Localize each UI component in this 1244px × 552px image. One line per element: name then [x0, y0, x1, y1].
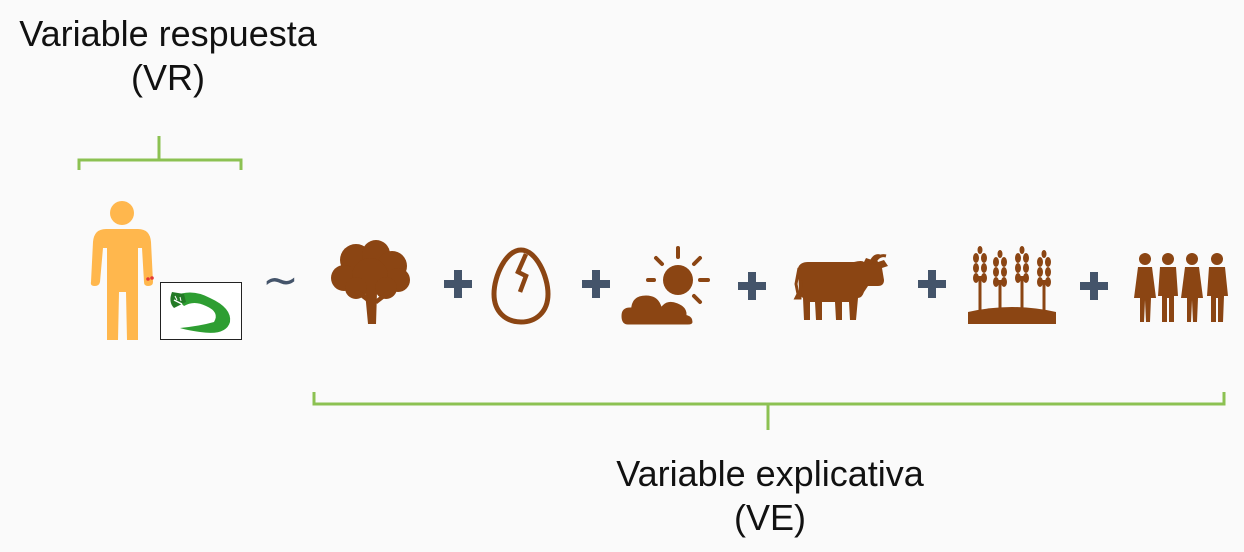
response-variable-label: Variable respuesta (VR): [0, 12, 336, 100]
explanatory-bracket: [312, 392, 1226, 430]
people-group-icon: [1134, 253, 1228, 322]
wheat-field-icon: [968, 246, 1056, 324]
tree-icon: [331, 240, 410, 324]
response-variable-abbr: (VR): [131, 57, 205, 98]
cracked-egg-icon: [491, 247, 551, 325]
explanatory-variable-label: Variable explicativa (VE): [570, 452, 970, 540]
cow-icon: [793, 254, 888, 320]
plus-operator: [1080, 272, 1108, 300]
plus-operator: [444, 270, 472, 298]
response-bracket: [77, 136, 243, 170]
plus-operator: [738, 272, 766, 300]
sun-cloud-icon: [618, 246, 710, 328]
plus-operator: [582, 270, 610, 298]
explanatory-variable-abbr: (VE): [734, 497, 806, 538]
explanatory-variable-title: Variable explicativa: [616, 453, 924, 494]
snake-icon: [160, 282, 242, 340]
plus-operator: [918, 270, 946, 298]
person-icon: [90, 201, 154, 340]
tilde-operator: ~: [262, 255, 299, 306]
response-variable-title: Variable respuesta: [19, 13, 317, 54]
